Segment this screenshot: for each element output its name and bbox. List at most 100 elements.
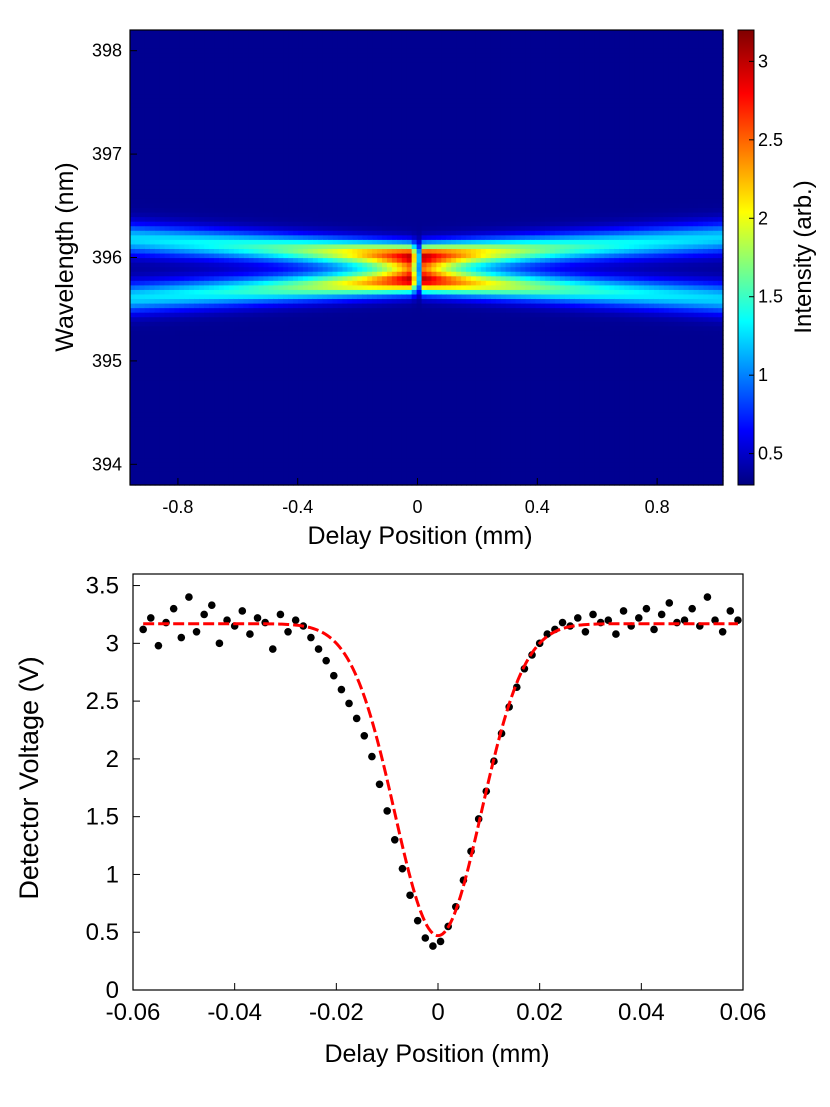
heatmap-cell [209,457,215,463]
heatmap-cell [342,453,349,459]
heatmap-cell [342,357,349,363]
heatmap-cell [317,421,324,427]
heatmap-cell [342,421,349,427]
heatmap-cell [268,271,274,277]
heatmap-cell [312,139,319,145]
heatmap-cell [139,57,146,63]
heatmap-cell [184,225,190,231]
heatmap-cell [362,444,368,450]
heatmap-cell [164,362,171,368]
heatmap-cell [302,89,309,95]
heatmap-cell [199,57,205,63]
heatmap-cell [139,457,146,463]
heatmap-cell [248,416,255,422]
heatmap-cell [253,89,260,95]
heatmap-cell [362,257,368,263]
heatmap-cell [238,43,245,49]
heatmap-cell [347,212,353,218]
heatmap-cell [337,61,344,67]
heatmap-cell [134,375,141,381]
heatmap-cell [337,257,344,263]
heatmap-cell [238,166,245,172]
heatmap-cell [130,139,136,145]
heatmap-cell [342,362,349,368]
heatmap-cell [298,98,304,104]
heatmap-cell [199,475,205,482]
heatmap-cell [298,148,304,154]
heatmap-cell [268,321,274,327]
heatmap-cell [144,66,151,72]
heatmap-cell [214,384,220,391]
heatmap-cell [327,98,334,104]
heatmap-cell [139,425,146,431]
heatmap-cell [214,212,220,218]
heatmap-cell [134,202,141,209]
heatmap-cell [263,207,269,213]
heatmap-cell [288,348,294,354]
heatmap-cell [337,407,344,413]
heatmap-cell [194,111,200,118]
heatmap-cell [139,98,146,104]
heatmap-cell [312,271,319,277]
heatmap-cell [238,121,245,127]
heatmap-cell [159,453,166,459]
heatmap-cell [278,193,284,199]
heatmap-cell [194,225,200,231]
heatmap-cell [248,198,255,204]
heatmap-cell [139,362,146,368]
heatmap-cell [342,466,349,472]
heatmap-cell [233,389,240,395]
heatmap-cell [312,30,319,36]
heatmap-cell [223,157,230,163]
heatmap-cell [248,325,255,331]
heatmap-cell [174,271,181,277]
heatmap-cell [218,148,225,154]
heatmap-cell [134,275,141,281]
heatmap-cell [327,257,334,263]
heatmap-cell [302,293,309,300]
heatmap-cell [302,171,309,177]
heatmap-cell [312,193,319,199]
heatmap-cell [258,343,265,350]
heatmap-cell [139,111,146,118]
heatmap-cell [139,439,146,445]
heatmap-cell [149,234,156,240]
heatmap-cell [248,412,255,418]
heatmap-cell [357,193,363,199]
heatmap-cell [149,184,156,190]
heatmap-cell [263,48,269,54]
heatmap-cell [362,348,368,354]
heatmap-cell [327,353,334,359]
heatmap-cell [130,61,136,67]
heatmap-cell [174,343,181,350]
heatmap-cell [288,425,294,431]
heatmap-cell [149,412,156,418]
heatmap-cell [214,330,220,336]
heatmap-cell [233,52,240,58]
heatmap-cell [342,293,349,300]
heatmap-cell [372,339,378,345]
heatmap-cell [189,193,195,199]
heatmap-cell [238,102,245,108]
heatmap-cell [199,89,205,95]
heatmap-cell [159,371,166,377]
heatmap-cell [342,116,349,122]
heatmap-cell [149,307,156,313]
heatmap-cell [149,357,156,363]
heatmap-cell [174,371,181,377]
heatmap-cell [218,375,225,381]
heatmap-cell [253,371,260,377]
heatmap-cell [194,43,200,49]
heatmap-cell [317,121,324,127]
heatmap-cell [218,298,225,304]
heatmap-cell [288,257,294,263]
heatmap-cell [278,184,284,190]
heatmap-cell [293,152,299,158]
heatmap-cell [204,230,210,236]
heatmap-cell [228,348,235,354]
heatmap-cell [189,202,195,209]
heatmap-cell [154,125,161,131]
heatmap-cell [233,298,240,304]
heatmap-cell [223,148,230,154]
heatmap-cell [134,316,141,322]
